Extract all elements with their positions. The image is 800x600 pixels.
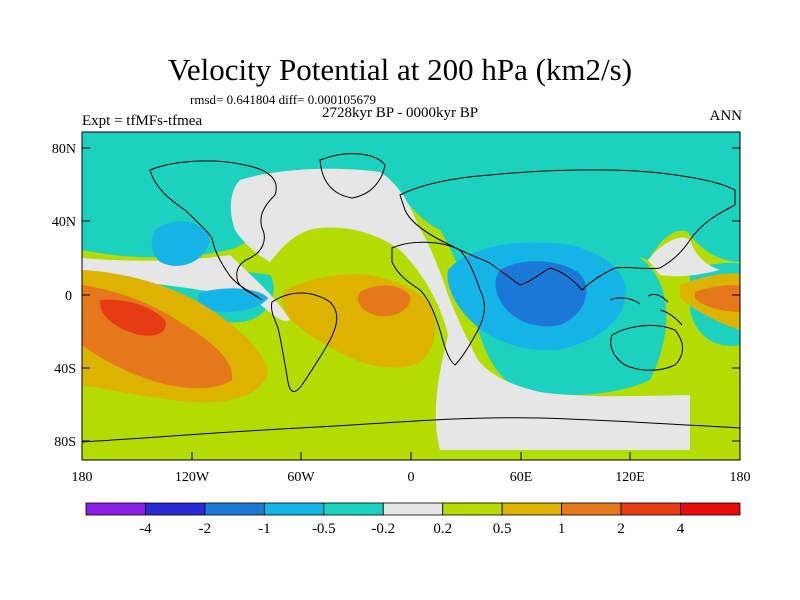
- colorbar-label-0: -4: [139, 521, 152, 537]
- colorbar-label-5: 0.2: [433, 521, 452, 537]
- region-neutral-west-pacific: [648, 237, 720, 277]
- contour-field: [82, 132, 740, 460]
- lon-label-180e: 180: [730, 470, 751, 485]
- rmsd-diff-line: rmsd= 0.641804 diff= 0.000105679: [190, 92, 376, 107]
- lat-label-40n: 40N: [52, 215, 76, 230]
- colorbar-swatch-9: [620, 502, 681, 516]
- region-neutral-pacific: [82, 255, 290, 322]
- axis-ticks: [81, 147, 741, 460]
- lat-label-80s: 80S: [54, 435, 76, 450]
- coast-south-america: [271, 292, 338, 392]
- colorbar-label-3: -0.5: [312, 521, 336, 537]
- region-strong-positive-atlantic: [358, 285, 411, 317]
- region-moderate-negative-eastpacific2: [198, 288, 268, 312]
- colorbar-label-9: 4: [677, 521, 685, 537]
- coast-maritime-continent: [609, 293, 683, 326]
- colorbar-swatch-2: [204, 502, 265, 516]
- colorbar-swatch-4: [323, 502, 384, 516]
- lon-label-120e: 120E: [615, 470, 645, 485]
- colorbar-label-4: -0.2: [371, 521, 395, 537]
- colorbar: -4 -2 -1 -0.5 -0.2 0.2 0.5 1 2 4: [85, 502, 741, 537]
- region-moderate-negative-pacific: [151, 221, 210, 266]
- colorbar-label-6: 0.5: [493, 521, 512, 537]
- colorbar-label-1: -2: [199, 521, 212, 537]
- colorbar-swatch-10: [680, 502, 741, 516]
- time-period: 2728kyr BP - 0000kyr BP: [322, 105, 479, 121]
- coast-eurasia: [399, 169, 736, 291]
- lon-label-120w: 120W: [175, 470, 210, 485]
- coast-australia: [610, 325, 683, 371]
- lat-label-80n: 80N: [52, 142, 76, 157]
- coast-greenland: [319, 153, 386, 199]
- coast-antarctica: [82, 417, 740, 443]
- season-label: ANN: [709, 108, 743, 124]
- colorbar-swatch-6: [442, 502, 503, 516]
- colorbar-swatch-1: [145, 502, 206, 516]
- coastlines: [82, 153, 740, 443]
- region-strong-positive-eastedge: [695, 285, 740, 312]
- colorbar-swatch-8: [561, 502, 622, 516]
- colorbar-swatch-3: [263, 502, 325, 516]
- lon-label-60w: 60W: [287, 470, 315, 485]
- lon-label-60e: 60E: [510, 470, 533, 485]
- colorbar-label-7: 1: [558, 521, 566, 537]
- region-core-positive-southpacific: [99, 299, 166, 336]
- colorbar-swatch-7: [501, 502, 563, 516]
- lon-label-180w: 180: [72, 470, 93, 485]
- lon-label-0: 0: [408, 470, 415, 485]
- colorbar-label-2: -1: [258, 521, 271, 537]
- experiment-label: Expt = tfMFs-tfmea: [82, 113, 203, 129]
- map-title: Velocity Potential at 200 hPa (km2/s): [167, 52, 633, 87]
- lat-label-40s: 40S: [54, 362, 76, 377]
- colorbar-swatch-0: [85, 502, 146, 516]
- region-neutral-atlantic: [230, 168, 690, 450]
- colorbar-label-8: 2: [617, 521, 625, 537]
- colorbar-swatch-5: [382, 502, 444, 516]
- coast-north-america: [149, 160, 277, 301]
- region-moderate-negative-core: [495, 261, 587, 327]
- lat-label-0: 0: [65, 289, 72, 304]
